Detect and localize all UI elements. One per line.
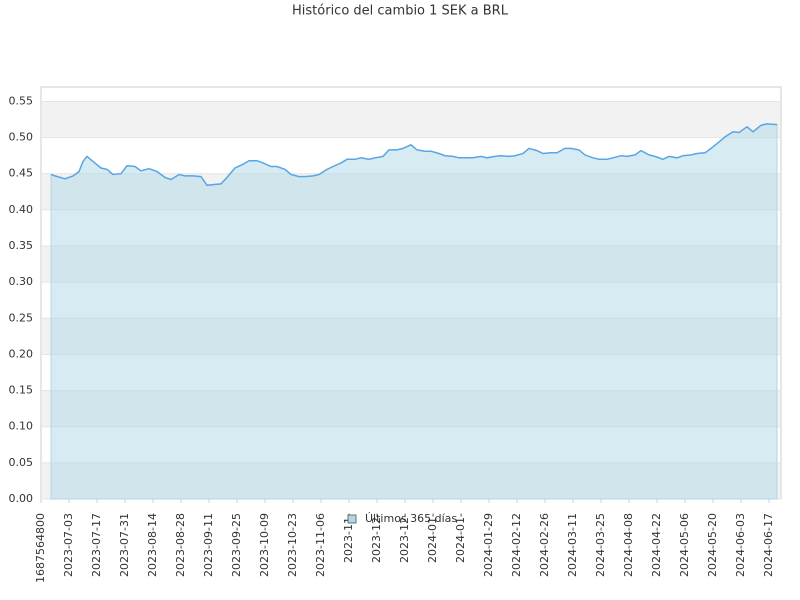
x-tick-label: 2023-07-03 bbox=[62, 513, 75, 577]
y-tick-label: 0.40 bbox=[9, 203, 34, 216]
x-tick-label: 2024-05-06 bbox=[678, 513, 691, 577]
line bbox=[50, 123, 778, 187]
x-tick-label: 2024-06-17 bbox=[762, 513, 775, 577]
x-tick-label: 2024-02-26 bbox=[538, 513, 551, 577]
x-tick-label: 2024-04-08 bbox=[622, 513, 635, 577]
y-tick-label: 0.05 bbox=[9, 456, 34, 469]
y-tick-label: 0.35 bbox=[9, 239, 34, 252]
x-tick-label: 2024-05-20 bbox=[706, 513, 719, 577]
x-tick-label: 2024-06-03 bbox=[734, 513, 747, 577]
area bbox=[50, 123, 778, 500]
legend-swatch bbox=[347, 514, 357, 524]
x-tick-label: 2024-01-29 bbox=[482, 513, 495, 577]
x-tick-label: 2023-10-23 bbox=[286, 513, 299, 577]
y-tick-label: 0.45 bbox=[9, 167, 34, 180]
x-tick-label: 2024-01- bbox=[454, 513, 467, 563]
x-tick-label: 2024-01- bbox=[426, 513, 439, 563]
y-tick-label: 0.00 bbox=[9, 492, 34, 505]
x-tick-label: 2023-09-11 bbox=[202, 513, 215, 577]
x-tick-label: 2023-08-28 bbox=[174, 513, 187, 577]
x-tick-label: 2023-09-25 bbox=[230, 513, 243, 577]
x-tick-label: 2023-10-09 bbox=[258, 513, 271, 577]
y-tick-label: 0.20 bbox=[9, 347, 34, 360]
chart-title: Histórico del cambio 1 SEK a BRL bbox=[292, 4, 509, 19]
x-tick-label: 2023-12- bbox=[370, 513, 383, 563]
y-tick-label: 0.10 bbox=[9, 420, 34, 433]
y-tick-label: 0.50 bbox=[9, 131, 34, 144]
x-tick-label: 2024-02-12 bbox=[510, 513, 523, 577]
y-tick-label: 0.25 bbox=[9, 311, 34, 324]
y-tick-label: 0.15 bbox=[9, 384, 34, 397]
x-tick-label: 2023-07-31 bbox=[118, 513, 131, 577]
legend-label: Últimos 365 días bbox=[365, 512, 457, 525]
y-tick-label: 0.55 bbox=[9, 94, 34, 107]
x-tick-label: 2023-11-06 bbox=[314, 513, 327, 577]
x-tick-label: 2023-11- bbox=[342, 513, 355, 563]
x-tick-label: 2024-03-25 bbox=[594, 513, 607, 577]
grid-band bbox=[42, 101, 780, 138]
x-tick-label: 2024-04-22 bbox=[650, 513, 663, 577]
x-tick-label: 2024-03-11 bbox=[566, 513, 579, 577]
x-tick-label: 2023-07-17 bbox=[90, 513, 103, 577]
x-tick-label: 2023-12- bbox=[398, 513, 411, 563]
x-tick-label: 1687564800 bbox=[34, 513, 47, 583]
y-tick-label: 0.30 bbox=[9, 275, 34, 288]
x-tick-label: 2023-08-14 bbox=[146, 513, 159, 577]
